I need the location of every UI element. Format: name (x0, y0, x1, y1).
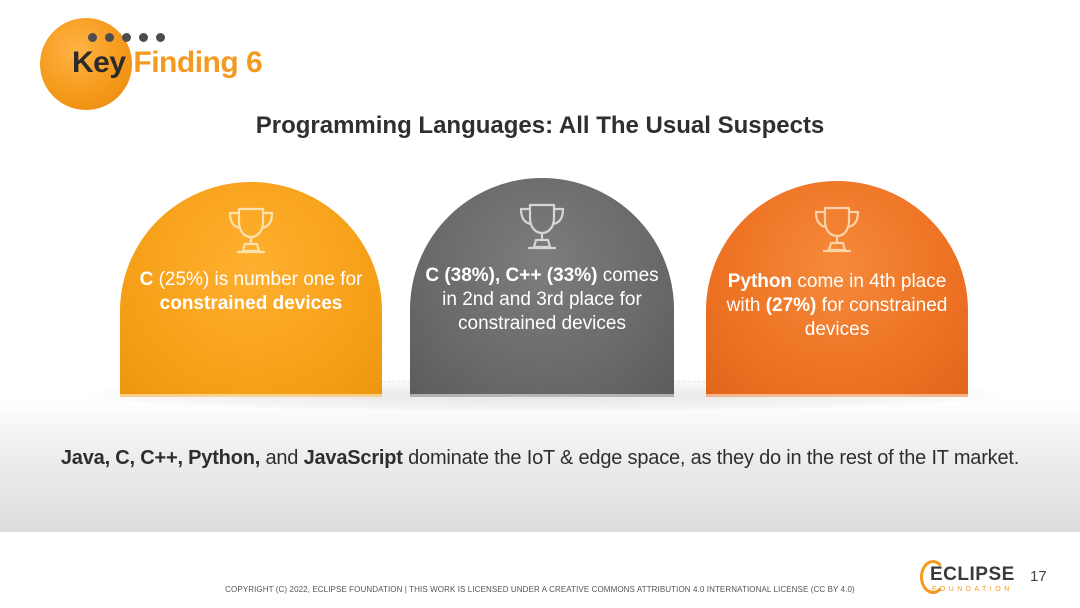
finding-card-text: C (25%) is number one for constrained de… (120, 268, 382, 316)
logo-wordmark: ECLIPSE (930, 564, 1015, 585)
text-segment: (27%) (765, 295, 817, 316)
slide-title: Programming Languages: All The Usual Sus… (255, 112, 825, 139)
trophy-icon (519, 203, 565, 250)
text-segment: (25%) is number one for (153, 269, 363, 290)
text-segment: for constrained devices (804, 295, 948, 340)
finding-card-python: Python come in 4th place with (27%) for … (706, 181, 968, 397)
page-number: 17 (1030, 568, 1047, 585)
key-finding-title: Key Finding 6 (72, 46, 263, 80)
summary-text: Java, C, C++, Python, and JavaScript dom… (0, 447, 1080, 470)
key-finding-circle (40, 18, 132, 110)
eclipse-arc-icon (920, 560, 946, 594)
finding-card-text: C (38%), C++ (33%) comes in 2nd and 3rd … (410, 264, 674, 336)
key-finding-key: Key (72, 46, 126, 79)
text-segment: C (139, 269, 154, 290)
finding-card-text: Python come in 4th place with (27%) for … (706, 270, 968, 342)
logo-subtitle: FOUNDATION (932, 586, 1013, 593)
copyright-footer: COPYRIGHT (C) 2022, ECLIPSE FOUNDATION |… (225, 585, 855, 594)
bottom-band (0, 400, 1080, 532)
eclipse-foundation-logo: ECLIPSE FOUNDATION (918, 558, 1028, 598)
text-segment: come in 4th place with (726, 271, 947, 316)
text-segment: constrained devices (159, 293, 343, 314)
trophy-icon (228, 207, 274, 254)
finding-card-c: C (25%) is number one for constrained de… (120, 182, 382, 397)
text-segment: C (38%), C++ (33%) (425, 265, 598, 286)
finding-card-c-cpp: C (38%), C++ (33%) comes in 2nd and 3rd … (410, 178, 674, 397)
key-finding-number: Finding 6 (133, 46, 263, 79)
text-segment: comes in 2nd and 3rd place for constrain… (442, 265, 659, 334)
text-segment: Python (727, 271, 793, 292)
decorative-dots (88, 33, 165, 42)
summary-javascript: JavaScript (303, 447, 403, 469)
trophy-icon (814, 206, 860, 253)
summary-languages: Java, C, C++, Python, (60, 447, 261, 469)
summary-and: and (260, 447, 304, 469)
summary-rest: dominate the IoT & edge space, as they d… (402, 447, 1020, 469)
